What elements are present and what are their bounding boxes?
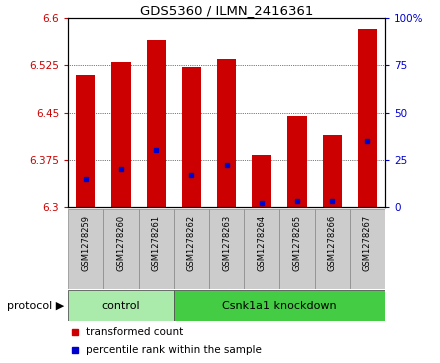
Bar (279, 209, 315, 289)
Bar (111, 62, 131, 207)
Bar (68, 290, 174, 321)
Text: GSM1278262: GSM1278262 (187, 215, 196, 271)
Bar (182, 67, 201, 207)
Bar (174, 209, 209, 289)
Bar (139, 209, 174, 289)
Bar (103, 209, 139, 289)
Text: GSM1278266: GSM1278266 (328, 215, 337, 272)
Bar (323, 135, 342, 207)
Text: control: control (102, 301, 140, 311)
Bar (252, 155, 271, 207)
Bar (209, 209, 244, 289)
Text: GSM1278267: GSM1278267 (363, 215, 372, 272)
Bar (174, 290, 385, 321)
Text: transformed count: transformed count (86, 327, 183, 337)
Bar (244, 209, 279, 289)
Bar (358, 29, 377, 207)
Text: percentile rank within the sample: percentile rank within the sample (86, 345, 261, 355)
Title: GDS5360 / ILMN_2416361: GDS5360 / ILMN_2416361 (140, 4, 313, 17)
Text: GSM1278261: GSM1278261 (152, 215, 161, 271)
Bar (76, 75, 95, 207)
Bar (147, 40, 166, 207)
Text: GSM1278264: GSM1278264 (257, 215, 266, 271)
Text: GSM1278259: GSM1278259 (81, 215, 90, 271)
Bar (315, 209, 350, 289)
Text: GSM1278265: GSM1278265 (293, 215, 301, 271)
Bar (217, 59, 236, 207)
Bar (68, 209, 103, 289)
Text: protocol ▶: protocol ▶ (7, 301, 64, 311)
Bar (287, 116, 307, 207)
Bar (350, 209, 385, 289)
Text: GSM1278260: GSM1278260 (117, 215, 125, 271)
Text: GSM1278263: GSM1278263 (222, 215, 231, 272)
Text: Csnk1a1 knockdown: Csnk1a1 knockdown (222, 301, 337, 311)
